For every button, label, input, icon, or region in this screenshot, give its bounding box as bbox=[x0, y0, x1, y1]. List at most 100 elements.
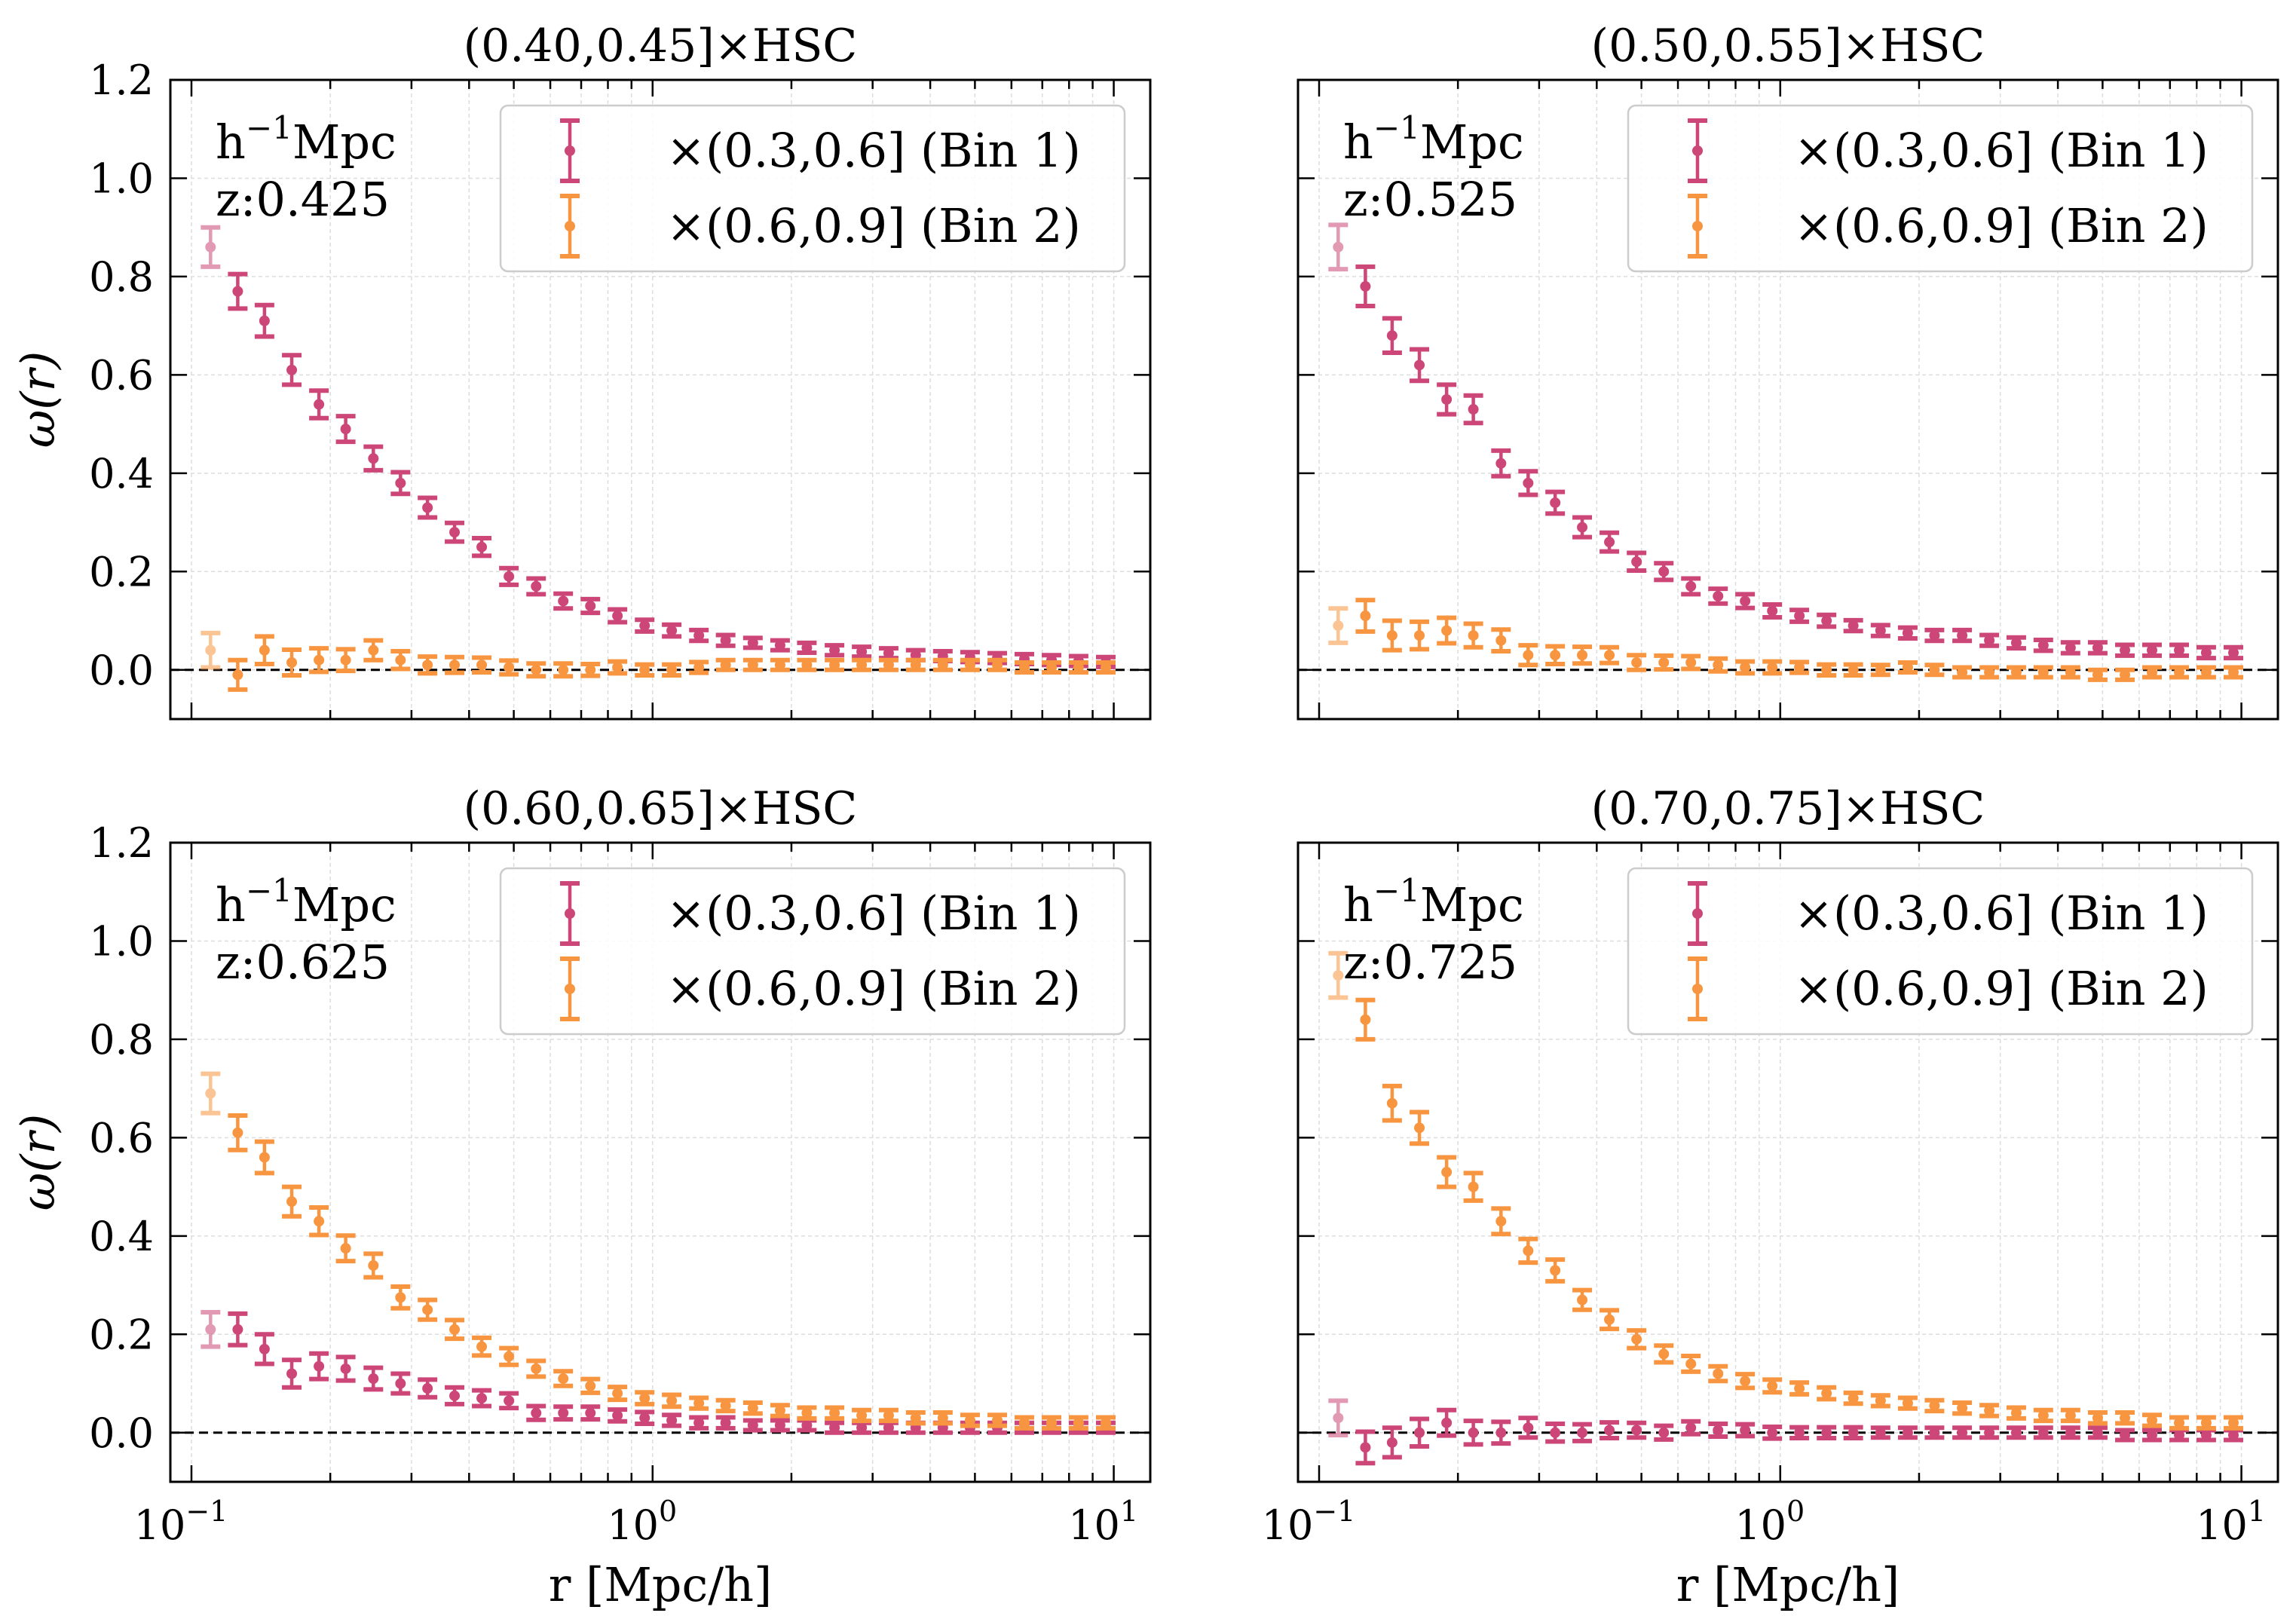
data-point bbox=[1789, 608, 1810, 624]
data-point bbox=[2223, 1415, 2243, 1431]
data-point bbox=[1042, 660, 1062, 675]
marker bbox=[1902, 1397, 1913, 1409]
data-point bbox=[1735, 592, 1756, 611]
marker bbox=[422, 660, 433, 671]
marker bbox=[612, 1409, 623, 1421]
marker bbox=[2227, 647, 2239, 658]
series-bin-2 bbox=[201, 1071, 1116, 1431]
data-point bbox=[1979, 1403, 2000, 1419]
marker bbox=[476, 1393, 488, 1404]
marker bbox=[1495, 1427, 1507, 1438]
marker bbox=[286, 1196, 298, 1207]
marker bbox=[2010, 637, 2022, 648]
marker bbox=[1577, 1427, 1588, 1438]
data-point bbox=[2060, 1425, 2080, 1440]
y-tick-label: 0.0 bbox=[89, 1409, 154, 1457]
data-point bbox=[1843, 617, 1863, 634]
marker bbox=[1713, 1425, 1724, 1436]
data-point bbox=[335, 1233, 356, 1264]
marker bbox=[720, 1417, 731, 1428]
marker bbox=[2120, 669, 2131, 681]
x-tick-base: 10 bbox=[1262, 1501, 1314, 1549]
legend-label-bin-1: ×(0.3,0.6] (Bin 1) bbox=[1794, 123, 2209, 178]
data-point bbox=[1897, 625, 1918, 641]
marker bbox=[2174, 667, 2185, 678]
marker bbox=[1550, 1265, 1561, 1276]
data-point bbox=[715, 1415, 736, 1431]
marker bbox=[449, 660, 461, 671]
data-point bbox=[635, 662, 655, 678]
data-point bbox=[2169, 642, 2190, 658]
data-point bbox=[715, 657, 736, 672]
marker bbox=[612, 662, 623, 673]
data-point bbox=[499, 565, 519, 587]
marker bbox=[1767, 605, 1778, 617]
marker bbox=[340, 1243, 351, 1254]
data-point bbox=[2033, 1407, 2053, 1424]
data-point bbox=[1681, 653, 1701, 672]
marker bbox=[1957, 1427, 1968, 1438]
marker bbox=[1604, 1425, 1615, 1436]
unit-prefix: h bbox=[1343, 877, 1373, 932]
marker bbox=[368, 644, 379, 656]
legend-marker bbox=[565, 145, 575, 156]
x-tick-label: 10−1 bbox=[134, 1495, 228, 1549]
legend-box bbox=[499, 867, 1126, 1036]
marker bbox=[1685, 1422, 1697, 1434]
legend-handle-bin-2 bbox=[560, 194, 580, 259]
marker bbox=[2227, 1430, 2239, 1441]
data-point bbox=[1952, 1400, 1973, 1416]
series-bin-2 bbox=[1328, 950, 2243, 1431]
marker bbox=[531, 664, 542, 675]
data-point bbox=[363, 444, 384, 473]
marker bbox=[937, 1412, 948, 1424]
data-point bbox=[608, 659, 628, 676]
marker bbox=[1821, 1388, 1832, 1399]
marker bbox=[314, 399, 325, 410]
marker bbox=[286, 1368, 298, 1379]
data-point bbox=[1600, 530, 1620, 554]
data-point bbox=[2115, 642, 2135, 658]
marker bbox=[666, 1395, 678, 1406]
marker bbox=[1550, 650, 1561, 661]
marker bbox=[666, 625, 678, 636]
data-point bbox=[1463, 1171, 1483, 1203]
marker bbox=[449, 527, 461, 538]
data-point bbox=[1437, 382, 1457, 417]
marker bbox=[259, 644, 270, 656]
legend-label-bin-1: ×(0.3,0.6] (Bin 1) bbox=[1794, 886, 2209, 941]
marker bbox=[314, 1360, 325, 1372]
marker bbox=[774, 1419, 785, 1431]
data-point bbox=[1437, 1155, 1457, 1189]
legend-handle-bin-2 bbox=[1688, 194, 1707, 259]
data-point bbox=[852, 1407, 872, 1424]
data-point bbox=[282, 1357, 302, 1390]
marker bbox=[368, 453, 379, 464]
x-tick-base: 10 bbox=[2196, 1501, 2248, 1549]
marker bbox=[1386, 1097, 1397, 1109]
marker bbox=[1848, 1393, 1859, 1404]
data-point bbox=[1518, 1416, 1538, 1440]
marker bbox=[1685, 1358, 1697, 1370]
marker bbox=[992, 660, 1003, 671]
marker bbox=[259, 1343, 270, 1354]
unit-prefix: h bbox=[216, 877, 246, 932]
x-tick-base: 10 bbox=[1068, 1501, 1120, 1549]
data-point bbox=[852, 1420, 872, 1435]
marker bbox=[205, 644, 216, 656]
data-point bbox=[742, 1418, 763, 1433]
data-point bbox=[228, 657, 248, 692]
series-bin-2 bbox=[201, 630, 1116, 692]
data-point bbox=[363, 1365, 384, 1392]
marker bbox=[1929, 630, 1940, 641]
data-point bbox=[1681, 1354, 1701, 1374]
data-point bbox=[1627, 1420, 1647, 1440]
marker bbox=[612, 1388, 623, 1399]
data-point bbox=[1437, 615, 1457, 646]
data-point bbox=[825, 1405, 845, 1421]
data-point bbox=[228, 271, 248, 311]
data-point bbox=[2169, 1428, 2190, 1443]
